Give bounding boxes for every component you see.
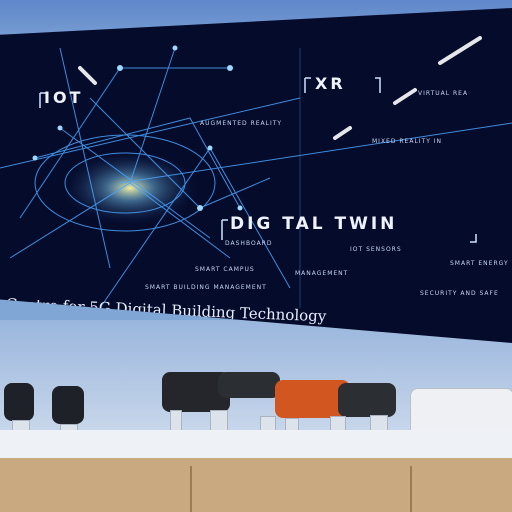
xr-label: XR bbox=[315, 74, 346, 93]
augmented-reality-label: AUGMENTED REALITY bbox=[200, 120, 283, 127]
network-lines bbox=[0, 47, 512, 309]
vr-headset-orange bbox=[275, 380, 350, 418]
vr-headset-dark-3 bbox=[338, 383, 396, 417]
digital-twin-label: DIG TAL TWIN bbox=[230, 214, 398, 234]
vr-headset-black-1 bbox=[4, 383, 34, 421]
smart-energy-label: SMART ENERGY bbox=[450, 260, 509, 267]
management-label: MANAGEMENT bbox=[295, 270, 349, 277]
cabinet-seam bbox=[190, 466, 192, 512]
label-brackets bbox=[39, 77, 477, 243]
dashboard-label: DASHBOARD bbox=[225, 240, 273, 247]
security-label: SECURITY AND SAFE bbox=[420, 290, 499, 297]
display-screen: IOT XR VIRTUAL REA AUGMENTED REALITY MIX… bbox=[0, 8, 512, 343]
network-nodes bbox=[32, 45, 243, 211]
mixed-reality-label: MIXED REALITY IN bbox=[372, 138, 443, 145]
vr-headset-dark-2 bbox=[218, 372, 280, 398]
virtual-reality-label: VIRTUAL REA bbox=[418, 90, 469, 97]
glow-core bbox=[60, 150, 200, 226]
cabinet-seam bbox=[410, 466, 412, 512]
iot-sensors-label: IOT SENSORS bbox=[350, 246, 402, 253]
display-counter-top bbox=[0, 430, 512, 460]
light-streaks bbox=[78, 36, 482, 140]
vr-headset-black-2 bbox=[52, 386, 84, 424]
smart-building-label: SMART BUILDING MANAGEMENT bbox=[145, 284, 267, 291]
wood-cabinet bbox=[0, 458, 512, 512]
smart-campus-label: SMART CAMPUS bbox=[195, 266, 255, 273]
iot-label: IOT bbox=[44, 88, 84, 107]
network-graphic bbox=[0, 36, 512, 309]
